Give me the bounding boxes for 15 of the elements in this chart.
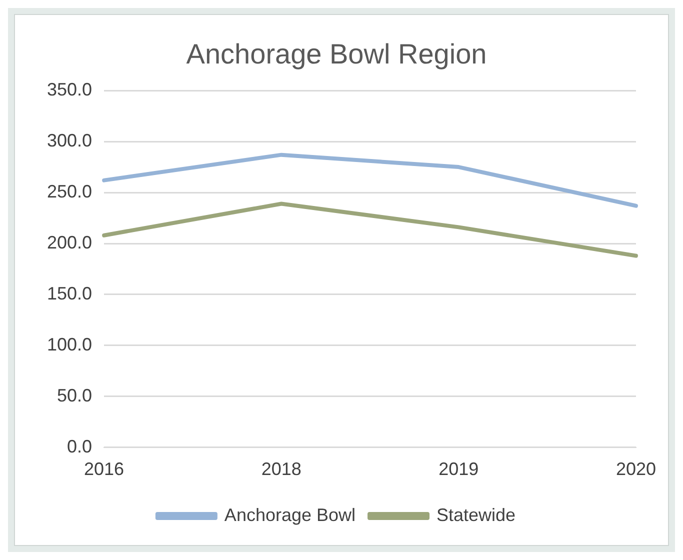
x-tick-label: 2018 xyxy=(261,459,302,480)
y-tick-label: 100.0 xyxy=(46,334,92,354)
x-tick-label: 2016 xyxy=(84,459,124,480)
y-tick-label: 150.0 xyxy=(46,283,92,304)
legend-label: Statewide xyxy=(436,504,516,525)
y-tick-label: 250.0 xyxy=(46,182,92,202)
y-tick-label: 350.0 xyxy=(46,80,92,100)
x-tick-label: 2020 xyxy=(616,459,656,480)
legend-label: Anchorage Bowl xyxy=(224,504,356,525)
chart-title: Anchorage Bowl Region xyxy=(186,38,487,70)
x-tick-label: 2019 xyxy=(438,459,479,480)
y-tick-label: 200.0 xyxy=(46,232,92,252)
y-tick-label: 50.0 xyxy=(56,385,92,406)
y-tick-label: 0.0 xyxy=(67,436,92,456)
y-tick-label: 300.0 xyxy=(46,130,92,151)
